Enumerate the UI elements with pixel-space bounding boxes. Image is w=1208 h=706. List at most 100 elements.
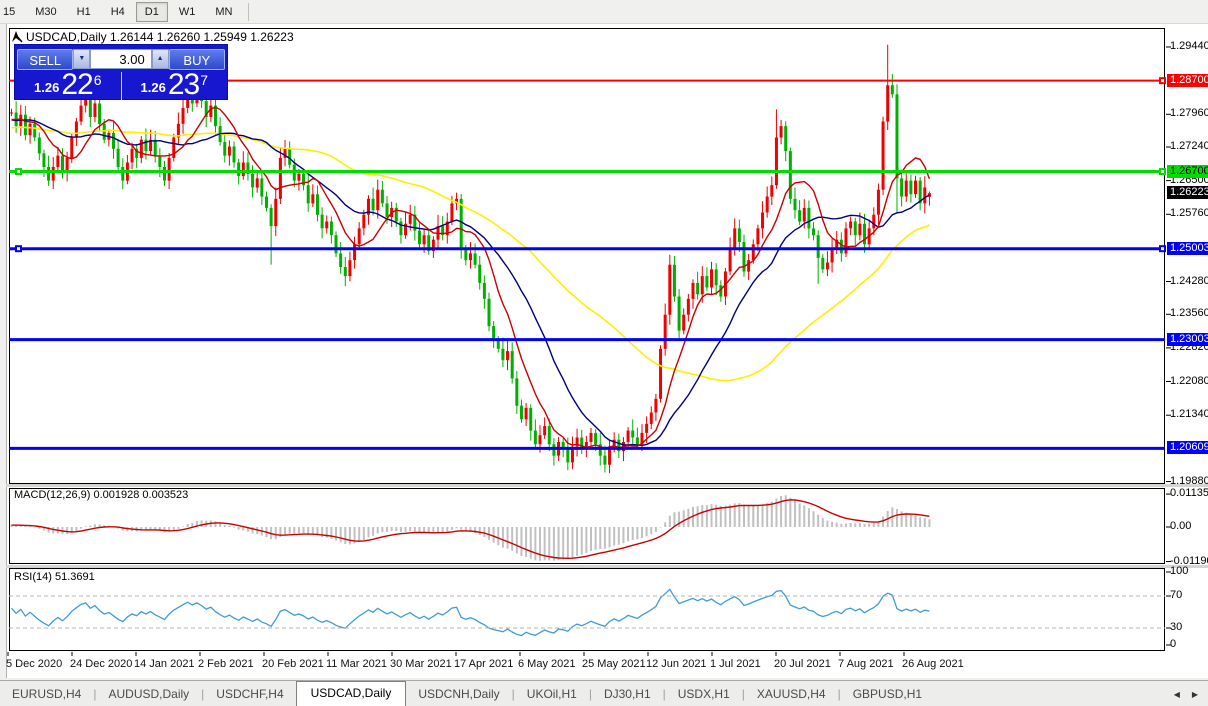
rsi-line [11,588,930,637]
candle-body [10,112,13,114]
tab-scroll-right-icon[interactable]: ▶ [1191,690,1198,699]
date-label: 20 Jul 2021 [774,658,831,670]
candle-body [135,148,139,158]
timeframe-button-mn[interactable]: MN [215,5,233,18]
low-value: 1.25949 [203,30,247,44]
candle-body [23,114,27,136]
candle-body [802,207,806,222]
candle-body [417,230,421,245]
candle-body [459,198,463,249]
date-label: 20 Feb 2021 [262,658,324,670]
candle-body [98,103,102,124]
candle-body [84,96,88,106]
volume-input[interactable]: 3.00 [90,49,152,69]
candle-body [617,439,621,452]
tab-usdcnh-daily[interactable]: USDCNH,Daily [418,687,500,701]
candle-body [260,178,264,197]
macd-tick-label: 0.00 [1170,520,1192,532]
tab-gbpusd-h1[interactable]: GBPUSD,H1 [852,687,923,701]
date-label: 17 Apr 2021 [454,658,514,670]
candle-body [598,444,602,456]
candle-body [353,244,357,261]
candle-body [640,432,644,445]
hline-handle-dot [17,247,20,251]
timeframe-button-h4[interactable]: H4 [110,5,125,18]
candle-body [501,348,505,361]
timeframe-button-h1[interactable]: H1 [76,5,91,18]
candle-body [645,423,649,433]
volume-up-button[interactable]: ▲ [151,49,169,69]
panel-splitter [6,565,1208,568]
candle-body [28,123,32,136]
candle-body [176,123,180,138]
candle-body [886,85,890,122]
candle-body [756,228,760,245]
ma-line-medium [11,119,930,447]
candle-body [580,437,584,449]
candle-body [371,198,375,211]
candle-body [278,157,282,199]
candle-body [890,85,894,95]
candle-body [784,126,788,152]
candle-body [603,455,607,465]
candle-body [584,442,588,449]
date-label: 25 May 2021 [582,658,646,670]
candle-body [914,180,918,195]
candle-body [830,248,834,263]
tab-audusd-daily[interactable]: AUDUSD,Daily [108,687,190,701]
tab-separator: | [93,687,97,701]
tab-separator: | [588,687,592,701]
tab-ukoil-h1[interactable]: UKOil,H1 [526,687,577,701]
candle-body [209,105,213,117]
volume-down-button[interactable]: ▼ [73,49,91,69]
timeframe-button-w1[interactable]: W1 [178,5,196,18]
tab-usdchf-h4[interactable]: USDCHF,H4 [216,687,284,701]
candle-body [519,405,523,420]
date-label: 11 Mar 2021 [326,658,387,670]
timeframe-button-15[interactable]: 15 [3,5,16,18]
tab-dj30-h1[interactable]: DJ30,H1 [603,687,651,701]
price-tick-label: 1.27960 [1170,107,1208,120]
candle-body [635,437,639,445]
candle-body [445,221,449,236]
tab-usdcad-daily[interactable]: USDCAD,Daily [295,681,407,706]
candle-body [575,437,579,447]
candle-body [153,139,157,156]
candle-body [849,221,853,229]
rsi-tick-label: 0 [1170,638,1177,650]
candle-body [705,276,709,288]
candle-body [821,257,825,270]
ask-prefix: 1.26 [140,80,166,95]
candle-body [909,180,913,195]
tab-eurusd-h4[interactable]: EURUSD,H4 [12,687,82,701]
candle-body [696,282,700,295]
price-tick-label: 1.29440 [1170,40,1208,52]
candle-body [251,173,255,188]
candle-body [306,185,310,204]
current-price-label: 1.26223 [1167,186,1208,200]
timeframe-button-m30[interactable]: M30 [35,5,57,18]
macd-frame [9,488,1165,564]
candle-body [111,132,115,149]
candle-body [719,285,723,297]
candle-body [385,203,389,217]
date-label: 2 Feb 2021 [198,658,254,670]
candle-body [482,282,486,299]
hline-price-label: 1.25003 [1167,241,1208,255]
sell-button[interactable]: SELL [17,48,74,70]
candle-body [668,264,672,315]
buy-button[interactable]: BUY [168,48,225,70]
candle-body [589,432,593,442]
tab-scroll-left-icon[interactable]: ◀ [1173,690,1180,699]
candle-body [904,180,908,197]
rsi-title: RSI(14) 51.3691 [14,571,95,583]
tab-usdx-h1[interactable]: USDX,H1 [677,687,730,701]
tab-xauusd-h4[interactable]: XAUUSD,H4 [756,687,826,701]
timeframe-button-d1[interactable]: D1 [135,1,168,22]
candle-body [765,196,769,213]
candle-body [149,139,153,152]
candle-body [343,267,347,277]
candle-body [376,189,380,211]
